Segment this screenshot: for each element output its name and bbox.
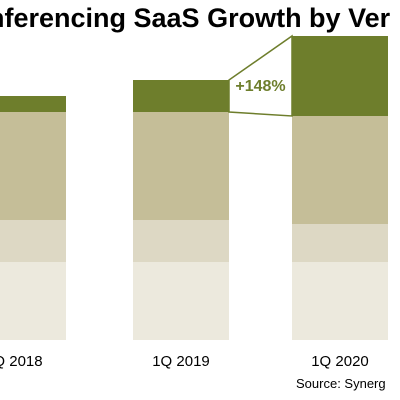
bars-layer xyxy=(0,36,388,340)
bar-segment-1-4 xyxy=(0,96,66,112)
chart-title: nferencing SaaS Growth by Ver xyxy=(0,3,391,33)
bar-segment-2-2 xyxy=(133,220,229,262)
category-label: Q 2018 xyxy=(0,353,43,370)
bar-segment-3-3 xyxy=(292,116,388,224)
growth-callout-shape xyxy=(228,34,293,117)
bar-segment-3-1 xyxy=(292,262,388,340)
growth-annotation: +148% xyxy=(228,34,293,117)
bar-segment-1-3 xyxy=(0,112,66,220)
growth-annotation-label: +148% xyxy=(235,78,285,95)
bar-segment-3-2 xyxy=(292,224,388,262)
category-labels: Q 2018 1Q 2019 1Q 2020 xyxy=(0,353,369,370)
category-label: 1Q 2019 xyxy=(152,353,210,370)
bar-segment-2-1 xyxy=(133,262,229,340)
bar-segment-1-1 xyxy=(0,262,66,340)
bar-segment-1-2 xyxy=(0,220,66,262)
source-note: Source: Synerg xyxy=(296,376,386,391)
category-label: 1Q 2020 xyxy=(311,353,369,370)
bar-segment-2-3 xyxy=(133,112,229,220)
bar-segment-2-4 xyxy=(133,80,229,112)
bar-segment-3-4 xyxy=(292,36,388,116)
